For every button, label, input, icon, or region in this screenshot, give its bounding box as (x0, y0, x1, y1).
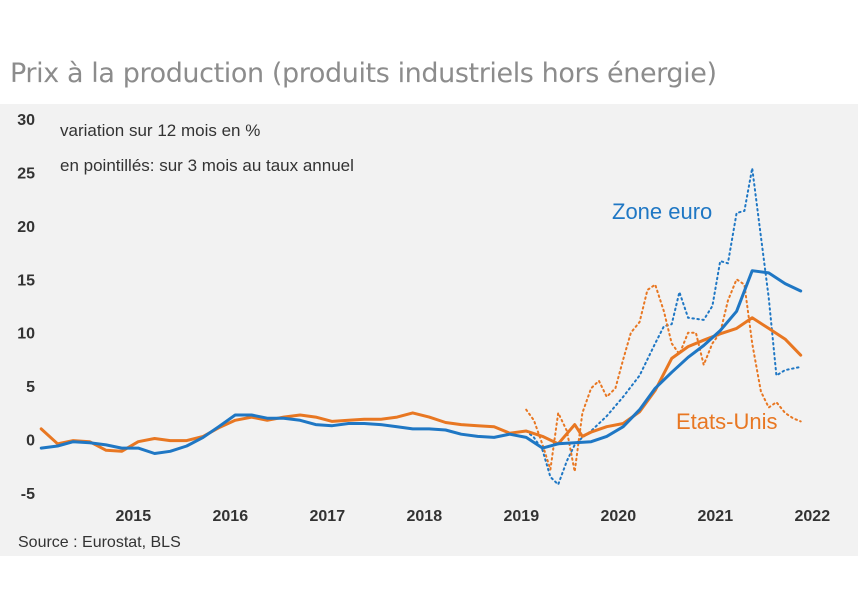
x-axis: 2015 2016 2017 2018 2019 2020 2021 2022 (116, 508, 831, 525)
y-tick-label: 5 (26, 379, 35, 396)
series-line-zone-euro-3-mois-taux-annuel (525, 167, 802, 486)
y-tick-label: 15 (17, 272, 35, 289)
x-tick-label: 2020 (601, 508, 637, 525)
series-line-etats-unis-3-mois-taux-annuel (525, 278, 802, 473)
x-tick-label: 2021 (698, 508, 734, 525)
y-tick-label: 0 (26, 433, 35, 450)
y-tick-label: 20 (17, 219, 35, 236)
x-tick-label: 2018 (407, 508, 443, 525)
label-etats-unis: Etats-Unis (676, 409, 777, 434)
series-line-zone-euro (39, 269, 803, 455)
label-zone-euro: Zone euro (612, 199, 712, 224)
plot-background (0, 104, 858, 556)
note-dotted: en pointillés: sur 3 mois au taux annuel (60, 156, 354, 175)
y-tick-label: 30 (17, 112, 35, 129)
x-tick-label: 2017 (310, 508, 346, 525)
note-yoy: variation sur 12 mois en % (60, 121, 260, 140)
series-line-etats-unis (39, 316, 803, 453)
source-note: Source : Eurostat, BLS (18, 534, 181, 551)
y-tick-label: 10 (17, 326, 35, 343)
x-tick-label: 2015 (116, 508, 152, 525)
y-tick-label: -5 (21, 486, 35, 503)
x-tick-label: 2016 (213, 508, 249, 525)
y-tick-label: 25 (17, 165, 35, 182)
series-lines (39, 167, 803, 486)
x-tick-label: 2019 (504, 508, 540, 525)
chart-title: Prix à la production (produits industrie… (10, 58, 717, 89)
x-tick-label: 2022 (795, 508, 831, 525)
y-axis: -5 0 5 10 15 20 25 30 (17, 112, 35, 503)
